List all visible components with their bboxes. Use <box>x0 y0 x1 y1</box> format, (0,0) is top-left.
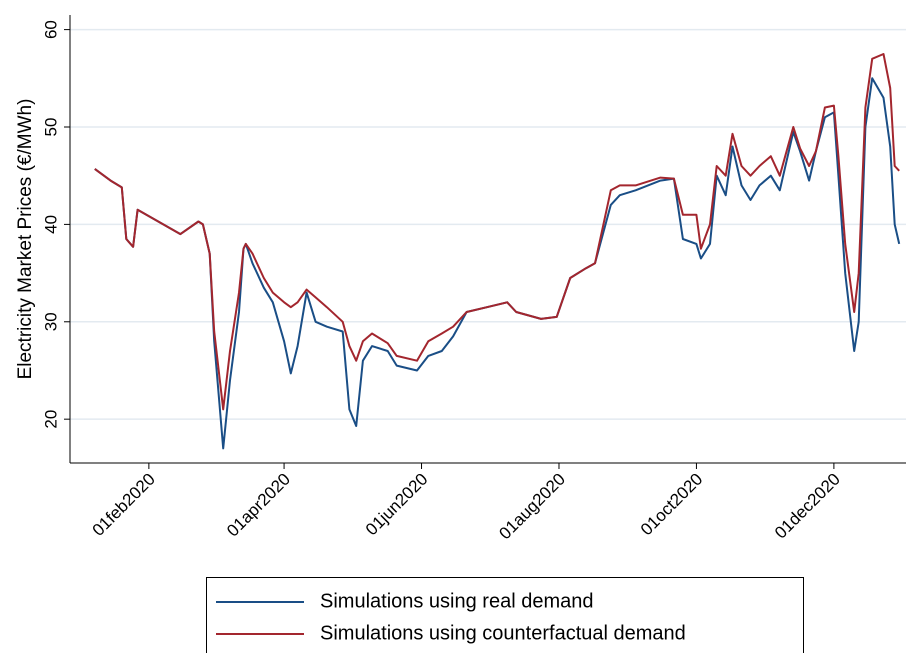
x-tick-label: 01feb2020 <box>89 470 159 540</box>
y-axis-label: Electricity Market Prices (€/MWh) <box>15 99 36 380</box>
x-tick-label: 01aug2020 <box>495 470 569 544</box>
y-tick-label: 30 <box>41 312 60 331</box>
y-tick-label: 20 <box>41 410 60 429</box>
x-tick-label: 01dec2020 <box>771 470 844 543</box>
legend-box <box>206 577 804 653</box>
legend-label: Simulations using real demand <box>320 590 594 612</box>
y-tick-label: 60 <box>41 20 60 39</box>
legend-label: Simulations using counterfactual demand <box>320 622 686 644</box>
y-tick-label: 50 <box>41 118 60 137</box>
series-line <box>94 77 901 450</box>
x-tick-label: 01oct2020 <box>637 470 707 540</box>
x-tick-label: 01jun2020 <box>362 470 432 540</box>
y-tick-label: 40 <box>41 215 60 234</box>
series-line <box>94 53 900 411</box>
x-tick-label: 01apr2020 <box>223 470 294 541</box>
